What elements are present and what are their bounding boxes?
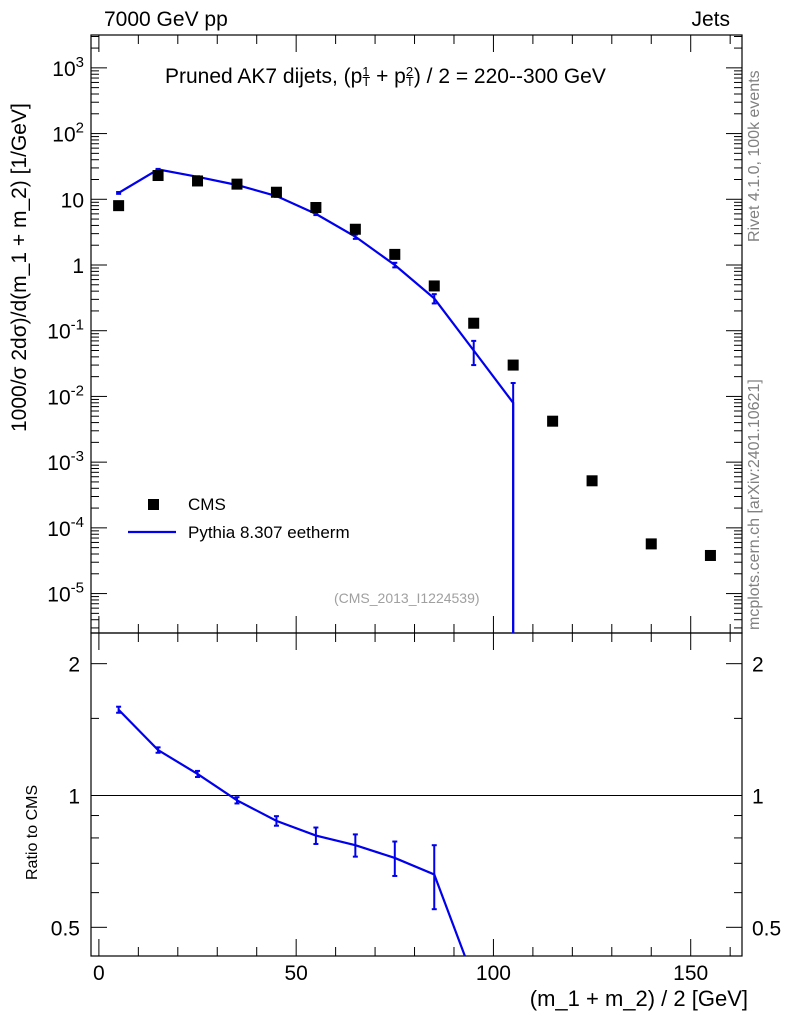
series-cms-point <box>468 317 480 329</box>
main-y-tick-label: 10-3 <box>47 448 84 475</box>
series-cms-point <box>645 538 657 550</box>
main-y-tick-label: 10-2 <box>47 382 84 409</box>
ratio-xlabel: (m_1 + m_2) / 2 [GeV] <box>529 986 748 1011</box>
main-y-tick-label: 1 <box>72 255 84 278</box>
series-cms-point <box>113 200 125 212</box>
header-left: 7000 GeV pp <box>104 8 228 31</box>
series-cms-point <box>586 475 598 487</box>
legend-label-cms: CMS <box>188 495 226 514</box>
main-y-tick-label: 102 <box>52 120 84 147</box>
ratio-y-tick-label-right: 2 <box>752 654 764 677</box>
analysis-id: (CMS_2013_I1224539) <box>334 590 480 606</box>
main-y-tick-label: 10-1 <box>47 317 84 344</box>
main-y-tick-label: 10-4 <box>47 514 84 541</box>
legend-marker-cms <box>148 499 159 510</box>
ratio-y-tick-label: 0.5 <box>51 917 80 940</box>
x-tick-label: 0 <box>93 962 105 985</box>
series-cms-point <box>310 201 322 213</box>
ratio-frame <box>90 632 743 957</box>
series-cms-point <box>389 248 401 260</box>
ratio-y-tick-label: 2 <box>68 654 80 677</box>
header-right: Jets <box>691 8 730 31</box>
x-tick-label: 100 <box>476 962 511 985</box>
series-cms-point <box>270 186 282 198</box>
ratio-pythia-line <box>117 708 466 957</box>
series-cms-point <box>704 549 716 561</box>
series-cms-point <box>507 359 519 371</box>
series-cms-point <box>192 175 204 187</box>
x-tick-label: 150 <box>673 962 708 985</box>
series-cms-point <box>152 170 164 182</box>
series-pythia-line <box>118 168 515 633</box>
main-y-tick-label: 103 <box>52 54 84 81</box>
series-cms-point <box>349 223 361 235</box>
series-cms-point <box>231 178 243 190</box>
chart-title: Pruned AK7 dijets, (p 1 T + p 2 T) / 2 = 220… <box>165 64 606 90</box>
legend-label-pythia: Pythia 8.307 eetherm <box>188 523 350 542</box>
main-y-tick-label: 10 <box>61 189 84 212</box>
ratio-y-tick-label-right: 0.5 <box>752 917 781 940</box>
ratio-y-tick-label-right: 1 <box>752 785 764 808</box>
series-cms-point <box>428 280 440 292</box>
main-y-tick-label: 10-5 <box>47 580 84 607</box>
ratio-y-tick-label: 1 <box>68 785 80 808</box>
series-cms-point <box>547 415 559 427</box>
main-frame <box>90 34 743 634</box>
x-tick-label: 50 <box>284 962 307 985</box>
